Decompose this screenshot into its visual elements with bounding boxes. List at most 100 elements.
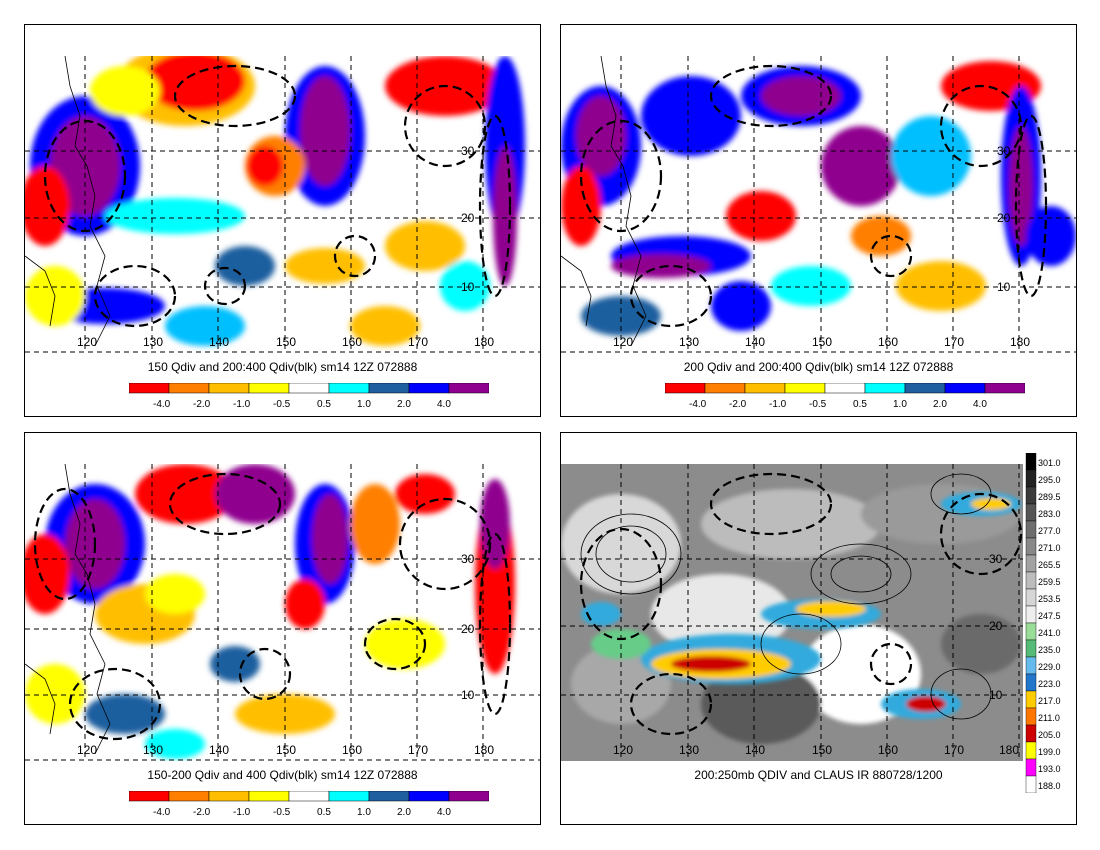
lat-label-10: 10 [461, 688, 475, 702]
legend-label: -2.0 [193, 399, 211, 410]
ir-legend-label: 217.0 [1038, 696, 1061, 706]
color-legend: -4.0 -2.0 -1.0 -0.5 0.5 1.0 2.0 4.0 [665, 383, 1025, 413]
lon-label-170: 170 [944, 335, 964, 349]
lat-label-10: 10 [989, 688, 1003, 702]
lon-label-130: 130 [143, 335, 163, 349]
ir-legend-label: 199.0 [1038, 747, 1061, 757]
lat-label-10: 10 [461, 280, 475, 294]
legend-label: -1.0 [769, 399, 787, 410]
legend-label: 4.0 [437, 399, 451, 410]
lon-label-120: 120 [77, 335, 97, 349]
map-panel-claus-ir: 120 130 140 150 160 170 180 30 20 10 [560, 432, 1077, 825]
legend-label: -0.5 [809, 399, 827, 410]
panel-caption: 150-200 Qdiv and 400 Qdiv(blk) sm14 12Z … [147, 768, 418, 782]
lat-label-30: 30 [461, 552, 475, 566]
ir-legend-label: 289.5 [1038, 492, 1061, 502]
lon-label-180: 180 [474, 335, 494, 349]
lat-label-20: 20 [997, 211, 1011, 225]
lon-label-120: 120 [613, 743, 633, 757]
panel-caption: 200 Qdiv and 200:400 Qdiv(blk) sm14 12Z … [683, 360, 954, 374]
map-panel-150-qdiv: 120 130 140 150 160 170 180 30 20 10 150… [24, 24, 541, 417]
legend-label: 2.0 [397, 807, 411, 818]
ir-legend-label: 193.0 [1038, 764, 1061, 774]
lat-label-10: 10 [997, 280, 1011, 294]
ir-legend-label: 271.0 [1038, 543, 1061, 553]
lon-label-160: 160 [878, 743, 898, 757]
ir-temperature-legend: 301.0 295.0 289.5 283.0 277.0 271.0 265.… [1024, 452, 1076, 794]
ir-legend-label: 259.5 [1038, 577, 1061, 587]
lon-label-160: 160 [878, 335, 898, 349]
lon-label-150: 150 [812, 743, 832, 757]
lon-label-130: 130 [679, 335, 699, 349]
ir-legend-label: 211.0 [1038, 713, 1060, 723]
lon-label-120: 120 [613, 335, 633, 349]
lon-label-150: 150 [276, 743, 296, 757]
lon-label-170: 170 [408, 335, 428, 349]
legend-label: -4.0 [153, 807, 171, 818]
lon-label-130: 130 [679, 743, 699, 757]
lon-label-150: 150 [276, 335, 296, 349]
ir-legend-label: 277.0 [1038, 526, 1061, 536]
ir-legend-label: 235.0 [1038, 645, 1061, 655]
legend-label: 2.0 [933, 399, 947, 410]
ir-legend-label: 253.5 [1038, 594, 1061, 604]
legend-label: -2.0 [729, 399, 747, 410]
legend-label: -0.5 [273, 399, 291, 410]
legend-label: -2.0 [193, 807, 211, 818]
ir-legend-label: 247.5 [1038, 611, 1061, 621]
lon-label-180: 180 [999, 743, 1019, 757]
legend-label: 1.0 [893, 399, 907, 410]
legend-label: 4.0 [437, 807, 451, 818]
ir-legend-label: 283.0 [1038, 509, 1061, 519]
map-area: 120 130 140 150 160 170 180 30 20 10 [25, 56, 540, 353]
lat-label-30: 30 [997, 144, 1011, 158]
lat-label-20: 20 [461, 622, 475, 636]
lat-label-30: 30 [461, 144, 475, 158]
lon-label-150: 150 [812, 335, 832, 349]
lon-label-160: 160 [342, 335, 362, 349]
ir-legend-label: 188.0 [1038, 781, 1061, 791]
color-legend: -4.0 -2.0 -1.0 -0.5 0.5 1.0 2.0 4.0 [129, 791, 489, 821]
color-legend: -4.0 -2.0 -1.0 -0.5 0.5 1.0 2.0 4.0 [129, 383, 489, 413]
lon-label-180: 180 [474, 743, 494, 757]
legend-label: 2.0 [397, 399, 411, 410]
lon-label-140: 140 [745, 335, 765, 349]
legend-label: -0.5 [273, 807, 291, 818]
map-area: 120 130 140 150 160 170 180 30 20 10 [25, 464, 540, 761]
legend-label: 0.5 [317, 807, 331, 818]
lon-label-160: 160 [342, 743, 362, 757]
map-area: 120 130 140 150 160 170 180 30 20 10 [561, 56, 1076, 353]
lon-label-140: 140 [745, 743, 765, 757]
lon-label-170: 170 [944, 743, 964, 757]
lat-label-20: 20 [461, 211, 475, 225]
map-area: 120 130 140 150 160 170 180 30 20 10 [561, 464, 1023, 761]
ir-legend-label: 205.0 [1038, 730, 1061, 740]
lon-label-120: 120 [77, 743, 97, 757]
lat-label-30: 30 [989, 552, 1003, 566]
lon-label-140: 140 [209, 743, 229, 757]
legend-label: -4.0 [689, 399, 707, 410]
ir-legend-label: 265.5 [1038, 560, 1061, 570]
legend-label: 1.0 [357, 399, 371, 410]
legend-label: 4.0 [973, 399, 987, 410]
ir-legend-label: 295.0 [1038, 475, 1061, 485]
panel-caption: 150 Qdiv and 200:400 Qdiv(blk) sm14 12Z … [147, 360, 418, 374]
ir-legend-label: 301.0 [1038, 458, 1061, 468]
legend-label: -1.0 [233, 807, 251, 818]
lon-label-130: 130 [143, 743, 163, 757]
ir-legend-label: 241.0 [1038, 628, 1061, 638]
map-panel-200-qdiv: 120 130 140 150 160 170 180 30 20 10 200… [560, 24, 1077, 417]
lat-label-20: 20 [989, 619, 1003, 633]
panel-caption: 200:250mb QDIV and CLAUS IR 880728/1200 [694, 768, 943, 782]
legend-label: 0.5 [853, 399, 867, 410]
lon-label-170: 170 [408, 743, 428, 757]
lon-label-180: 180 [1010, 335, 1030, 349]
lon-label-140: 140 [209, 335, 229, 349]
ir-legend-label: 223.0 [1038, 679, 1061, 689]
legend-label: -1.0 [233, 399, 251, 410]
legend-label: 0.5 [317, 399, 331, 410]
legend-label: 1.0 [357, 807, 371, 818]
legend-label: -4.0 [153, 399, 171, 410]
ir-legend-label: 229.0 [1038, 662, 1061, 672]
map-panel-150-200-qdiv: 120 130 140 150 160 170 180 30 20 10 150… [24, 432, 541, 825]
